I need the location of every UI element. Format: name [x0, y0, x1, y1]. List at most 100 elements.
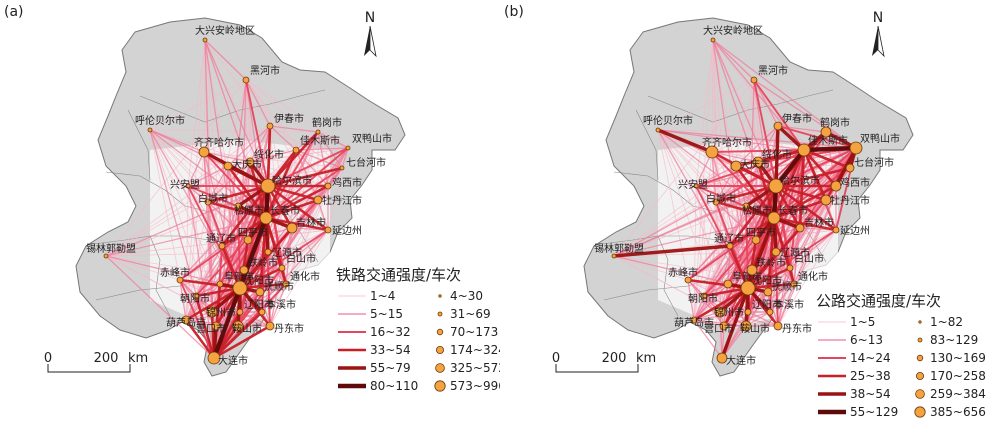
- flow-line: [187, 167, 343, 187]
- city-label: 锦州市: [714, 306, 744, 319]
- city-label: 吉林市: [804, 216, 834, 229]
- scale-bar: 0 200 km: [44, 351, 148, 373]
- legend-line-label: 33~54: [370, 343, 411, 357]
- flow-line: [687, 279, 695, 321]
- legend-line-label: 1~5: [850, 315, 875, 329]
- legend-node-swatch: [434, 380, 446, 392]
- flow-line: [206, 184, 270, 204]
- city-label: 吉林市: [296, 216, 326, 229]
- city-node: [742, 202, 750, 210]
- flow-line: [266, 148, 298, 188]
- flow-line: [211, 285, 243, 361]
- city-label: 双鸭山市: [352, 132, 392, 145]
- flow-line: [203, 125, 271, 153]
- city-label: 四平市: [746, 226, 776, 239]
- city-node: [716, 352, 728, 364]
- flow-line: [766, 216, 776, 294]
- flow-line: [657, 79, 755, 131]
- flow-line: [213, 229, 329, 359]
- province-border-0: [647, 89, 834, 123]
- flow-line: [777, 125, 857, 149]
- scale-bar-line: [47, 364, 131, 373]
- panel-label: (a): [4, 4, 24, 20]
- legend-node-label: 83~129: [930, 333, 978, 347]
- flow-line: [613, 205, 747, 257]
- city-label: 鞍山市: [232, 322, 262, 335]
- city-label: 通辽市: [714, 232, 744, 245]
- city-label: 伊春市: [782, 112, 812, 125]
- city-node: [766, 308, 774, 316]
- city-node: [768, 178, 784, 194]
- city-node: [767, 211, 781, 225]
- scale-zero: 0: [552, 351, 560, 366]
- city-label: 抚顺市: [264, 280, 294, 293]
- flow-line: [184, 318, 216, 360]
- flow-line: [711, 151, 851, 169]
- city-node: [786, 264, 794, 272]
- city-node: [700, 292, 708, 300]
- city-label: 大连市: [726, 354, 756, 367]
- legend-node-swatch: [916, 354, 924, 362]
- flow-line: [264, 184, 330, 220]
- city-label: 鸡西市: [840, 176, 870, 189]
- flow-line: [179, 279, 187, 321]
- city-node: [265, 321, 275, 331]
- legend-node-label: 130~169: [930, 351, 986, 365]
- city-label: 松原市: [742, 204, 772, 217]
- flow-line: [613, 161, 759, 257]
- flow-line: [269, 125, 319, 133]
- city-label: 铁岭市: [248, 256, 278, 269]
- city-node: [286, 222, 298, 234]
- city-node: [705, 145, 719, 159]
- city-node: [103, 253, 109, 259]
- flow-line: [327, 147, 349, 231]
- city-label: 松原市: [234, 204, 264, 217]
- flow-line: [220, 216, 268, 248]
- flow-line: [657, 129, 857, 149]
- legend-node-swatch: [436, 328, 444, 336]
- city-label: 锡林郭勒盟: [594, 242, 644, 255]
- city-node: [223, 161, 233, 171]
- flow-line: [245, 79, 269, 187]
- city-label: 营口市: [704, 322, 734, 335]
- flow-line: [341, 147, 349, 169]
- city-label: 哈尔滨市: [780, 174, 820, 187]
- flow-line: [772, 184, 838, 220]
- city-node: [236, 308, 244, 316]
- flow-line: [317, 131, 349, 149]
- city-label: 朝阳市: [180, 292, 210, 305]
- city-node: [746, 264, 758, 276]
- flow-line: [269, 283, 287, 327]
- flow-line: [264, 216, 288, 286]
- flow-line: [719, 311, 723, 359]
- city-node: [771, 247, 781, 257]
- panel-highway: 大兴安岭地区 黑河市 呼伦贝尔市 伊春市 鹤岗市 双鸭山市 齐齐哈尔市 绥化市 佳木斯市 七台河市…: [500, 0, 1000, 426]
- city-node: [849, 141, 863, 155]
- city-label: 哈尔滨市: [272, 174, 312, 187]
- flow-line: [266, 124, 272, 188]
- legend-node-label: 174~324: [450, 343, 500, 357]
- flow-line: [799, 147, 857, 229]
- flow-line: [687, 279, 725, 327]
- city-node: [313, 195, 323, 205]
- legend-line-label: 16~32: [370, 325, 411, 339]
- flow-line: [693, 319, 723, 359]
- city-node: [740, 280, 756, 296]
- city-node: [259, 211, 273, 225]
- city-node: [216, 280, 224, 288]
- city-node: [773, 121, 783, 131]
- flow-line: [317, 199, 329, 231]
- legend-line-label: 5~15: [370, 307, 403, 321]
- flow-line: [203, 151, 251, 163]
- city-label: 鞍山市: [740, 322, 770, 335]
- city-node: [324, 182, 332, 190]
- city-node: [211, 321, 221, 331]
- city-label: 葫芦岛市: [674, 316, 714, 329]
- city-node: [266, 122, 274, 130]
- flow-line: [657, 129, 749, 289]
- city-node: [726, 242, 734, 250]
- flow-line: [265, 167, 343, 219]
- flow-line: [772, 216, 796, 286]
- legend-node-swatch: [436, 346, 445, 355]
